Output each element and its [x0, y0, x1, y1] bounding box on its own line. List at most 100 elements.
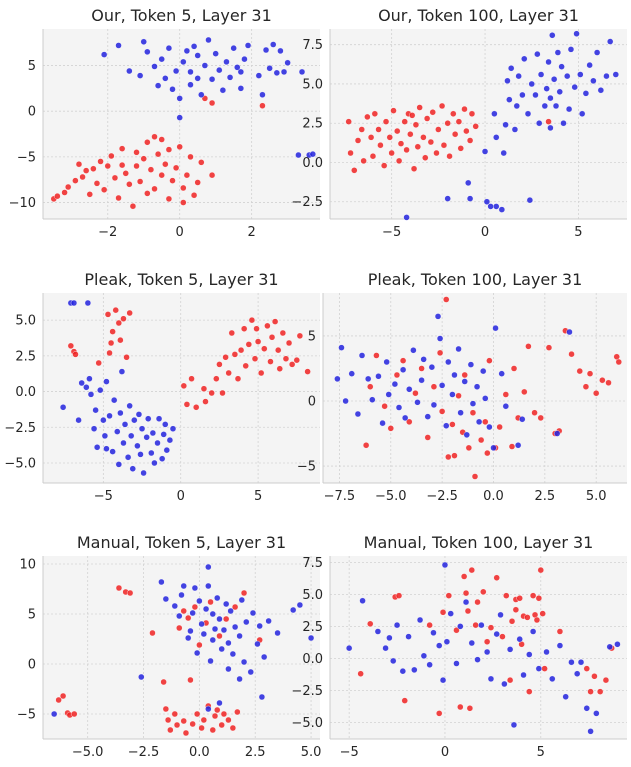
- scatter-point: [216, 66, 223, 74]
- scatter-point: [87, 391, 95, 398]
- scatter-point: [196, 597, 203, 605]
- scatter-point: [240, 589, 248, 597]
- scatter-point: [482, 395, 489, 402]
- scatter-point: [508, 443, 516, 450]
- scatter-point: [513, 102, 520, 110]
- scatter-point: [502, 403, 510, 410]
- scatter-point: [382, 644, 389, 652]
- scatter-point: [401, 118, 408, 125]
- series-2: [403, 30, 619, 221]
- scatter-point: [416, 104, 423, 111]
- scatter-point: [176, 143, 183, 151]
- scatter-point: [615, 358, 622, 366]
- scatter-point: [403, 214, 410, 221]
- y-tick-label: 0.0: [302, 652, 323, 667]
- scatter-point: [218, 721, 225, 729]
- scatter-point: [216, 632, 223, 640]
- scatter-point: [414, 399, 421, 406]
- scatter-point: [198, 620, 205, 628]
- scatter-point: [461, 371, 468, 379]
- scatter-point: [182, 729, 190, 737]
- y-tick-label: 5.0: [302, 588, 323, 603]
- scatter-point: [487, 624, 495, 631]
- scatter-point: [358, 126, 365, 133]
- scatter-point: [387, 425, 394, 432]
- scatter-point: [524, 614, 531, 621]
- scatter-point: [541, 102, 549, 110]
- scatter-point: [354, 410, 362, 418]
- scatter-point: [227, 607, 234, 615]
- scatter-point: [158, 136, 165, 143]
- scatter-point: [72, 351, 79, 358]
- scatter-point: [207, 657, 214, 665]
- scatter-point: [500, 149, 507, 157]
- scatter-point: [187, 627, 194, 635]
- scatter-point: [434, 313, 442, 320]
- scatter-point: [194, 52, 201, 59]
- scatter-point: [172, 164, 180, 172]
- scatter-point: [512, 606, 520, 613]
- scatter-point: [375, 373, 382, 380]
- scatter-point: [220, 626, 228, 634]
- scatter-point: [220, 710, 228, 718]
- scatter-point: [573, 30, 580, 37]
- series-2: [59, 299, 177, 477]
- scatter-point: [183, 47, 191, 55]
- scatter-point: [121, 421, 129, 428]
- scatter-point: [359, 597, 366, 604]
- scatter-point: [526, 651, 533, 658]
- scatter-point: [267, 358, 274, 365]
- scatter-point: [173, 721, 181, 729]
- scatter-point: [397, 140, 405, 147]
- scatter-point: [55, 696, 62, 704]
- scatter-point: [97, 386, 104, 394]
- scatter-point: [416, 616, 424, 624]
- series-1: [67, 306, 311, 411]
- scatter-point: [408, 112, 416, 119]
- scatter-point: [277, 47, 284, 55]
- scatter-point: [103, 445, 110, 452]
- scatter-point: [140, 155, 147, 162]
- scatter-point: [201, 62, 209, 69]
- scatter-point: [219, 389, 226, 397]
- scatter-point: [90, 425, 98, 432]
- scatter-point: [486, 423, 493, 431]
- scatter-point: [129, 465, 136, 472]
- scatter-point: [582, 383, 590, 390]
- scatter-point: [568, 350, 575, 358]
- scatter-point: [357, 670, 364, 677]
- scatter-point: [103, 378, 110, 385]
- scatter-point: [106, 349, 113, 357]
- y-tick-label: −2.5: [4, 421, 36, 436]
- scatter-point: [438, 102, 446, 110]
- scatter-point: [205, 36, 212, 44]
- scatter-point: [386, 134, 393, 141]
- scatter-point: [424, 434, 431, 441]
- scatter-point: [493, 574, 500, 581]
- scatter-point: [171, 710, 178, 718]
- scatter-point: [158, 55, 165, 63]
- scatter-point: [451, 371, 458, 379]
- scatter-point: [126, 402, 133, 410]
- series-2: [100, 36, 317, 159]
- scatter-point: [154, 150, 162, 158]
- scatter-point: [193, 649, 201, 657]
- scatter-point: [455, 118, 463, 125]
- scatter-point: [185, 614, 192, 622]
- scatter-point: [519, 416, 526, 423]
- scatter-point: [180, 58, 187, 66]
- scatter-point: [176, 114, 183, 121]
- scatter-point: [95, 359, 102, 367]
- scatter-point: [261, 345, 268, 352]
- scatter-point: [236, 632, 243, 640]
- scatter-point: [445, 592, 452, 599]
- scatter-point: [160, 431, 167, 438]
- scatter-point: [391, 380, 399, 388]
- scatter-point: [120, 439, 127, 447]
- scatter-point: [468, 566, 475, 574]
- scatter-point: [151, 459, 158, 467]
- scatter-point: [165, 195, 173, 203]
- scatter-point: [420, 134, 427, 141]
- y-tick-label: −5: [297, 460, 316, 475]
- scatter-point: [377, 141, 384, 149]
